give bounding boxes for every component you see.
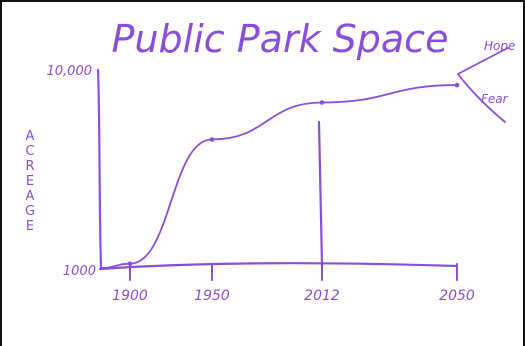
y-tick-label-top: 10,000: [47, 64, 93, 79]
data-point: [209, 137, 215, 142]
y-axis-label-letter: E: [26, 174, 34, 189]
y-axis-label-letter: A: [26, 129, 35, 144]
y-axis-line: [96, 68, 104, 271]
hope-branch: [457, 47, 509, 75]
chart-title: Public Park Space: [112, 17, 449, 61]
reference-line-2012: [317, 120, 324, 268]
y-axis-label-letter: A: [26, 189, 35, 204]
x-ticks: 1900 1950 2012 2050: [112, 263, 475, 304]
y-tick-label-bottom: 1000: [63, 264, 96, 279]
x-tick-label: 1900: [112, 288, 148, 304]
y-axis-label-letter: C: [25, 144, 34, 159]
fear-branch: [457, 73, 506, 123]
series-line: [101, 84, 458, 269]
y-axis-label-letter: G: [25, 204, 35, 219]
data-point: [127, 261, 133, 266]
data-points: [127, 82, 460, 266]
data-point: [319, 100, 325, 105]
x-tick-label: 1950: [194, 288, 230, 304]
y-axis-label-letter: R: [25, 159, 34, 174]
x-tick-label: 2050: [439, 288, 475, 304]
hope-annotation: Hope: [484, 39, 515, 53]
fear-annotation: Fear: [481, 92, 509, 106]
x-axis-line: [98, 262, 459, 271]
x-tick-label: 2012: [304, 288, 340, 304]
data-point: [454, 82, 460, 88]
y-axis-label-letter: E: [26, 219, 34, 234]
